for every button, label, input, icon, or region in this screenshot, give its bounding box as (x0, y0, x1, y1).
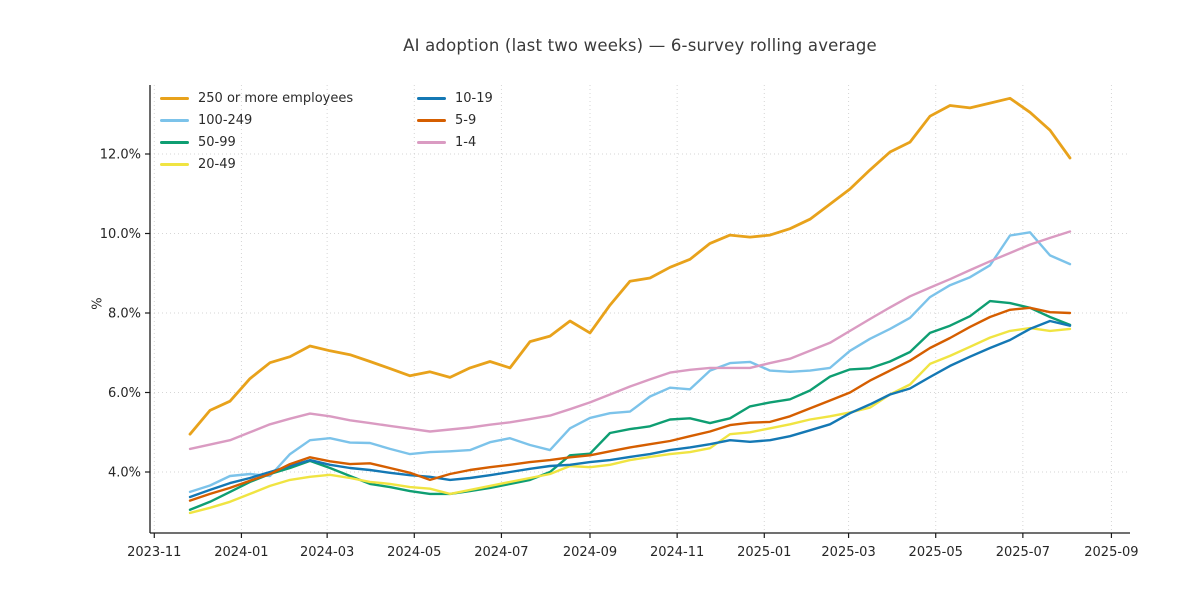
x-tick-label: 2025-07 (996, 545, 1050, 560)
legend-label: 5-9 (455, 112, 477, 128)
series-line-1-4 (188, 230, 1072, 451)
legend-swatch-icon (160, 118, 189, 122)
legend-item: 20-49 (160, 153, 417, 175)
x-tick-label: 2025-01 (737, 545, 791, 560)
legend-label: 250 or more employees (198, 90, 354, 106)
legend-swatch-icon (160, 140, 189, 144)
x-tick-label: 2025-09 (1084, 545, 1138, 560)
legend-column: 10-19 5-9 1-4 (417, 87, 493, 175)
x-tick-label: 2025-05 (909, 545, 963, 560)
legend-item: 1-4 (417, 131, 493, 153)
legend-label: 10-19 (455, 90, 493, 106)
y-tick-label: 10.0% (100, 227, 141, 242)
x-tick-label: 2024-07 (474, 545, 528, 560)
legend-item: 100-249 (160, 109, 417, 131)
x-tick-label: 2024-03 (300, 545, 354, 560)
y-tick-label: 4.0% (108, 466, 141, 481)
legend-swatch-icon (417, 96, 446, 100)
y-tick-label: 8.0% (108, 307, 141, 322)
series-line-20-49 (188, 326, 1072, 515)
legend-label: 50-99 (198, 134, 236, 150)
legend-swatch-icon (160, 96, 189, 100)
legend-item: 5-9 (417, 109, 493, 131)
series-line-100-249 (188, 231, 1072, 494)
x-tick-label: 2025-03 (821, 545, 875, 560)
y-tick-label: 12.0% (100, 148, 141, 163)
legend: 250 or more employees 100-249 50-99 20-49 10… (160, 87, 493, 175)
y-axis-label: % (90, 297, 106, 310)
legend-item: 250 or more employees (160, 87, 417, 109)
legend-swatch-icon (417, 140, 446, 144)
x-tick-label: 2024-09 (563, 545, 617, 560)
legend-swatch-icon (417, 118, 446, 122)
x-tick-label: 2023-11 (127, 545, 181, 560)
legend-label: 100-249 (198, 112, 253, 128)
legend-swatch-icon (160, 162, 189, 166)
legend-label: 1-4 (455, 134, 477, 150)
series-line-50-99 (188, 299, 1072, 511)
series-line-250-or-more-employees (188, 96, 1072, 436)
x-tick-label: 2024-05 (387, 545, 441, 560)
x-tick-label: 2024-11 (650, 545, 704, 560)
y-tick-label: 6.0% (108, 386, 141, 401)
legend-column: 250 or more employees 100-249 50-99 20-49 (160, 87, 417, 175)
series-line-10-19 (188, 319, 1072, 499)
legend-label: 20-49 (198, 156, 236, 172)
legend-item: 50-99 (160, 131, 417, 153)
legend-item: 10-19 (417, 87, 493, 109)
chart-title: AI adoption (last two weeks) — 6-survey … (403, 36, 877, 55)
x-tick-label: 2024-01 (214, 545, 268, 560)
series-line-5-9 (188, 306, 1072, 502)
